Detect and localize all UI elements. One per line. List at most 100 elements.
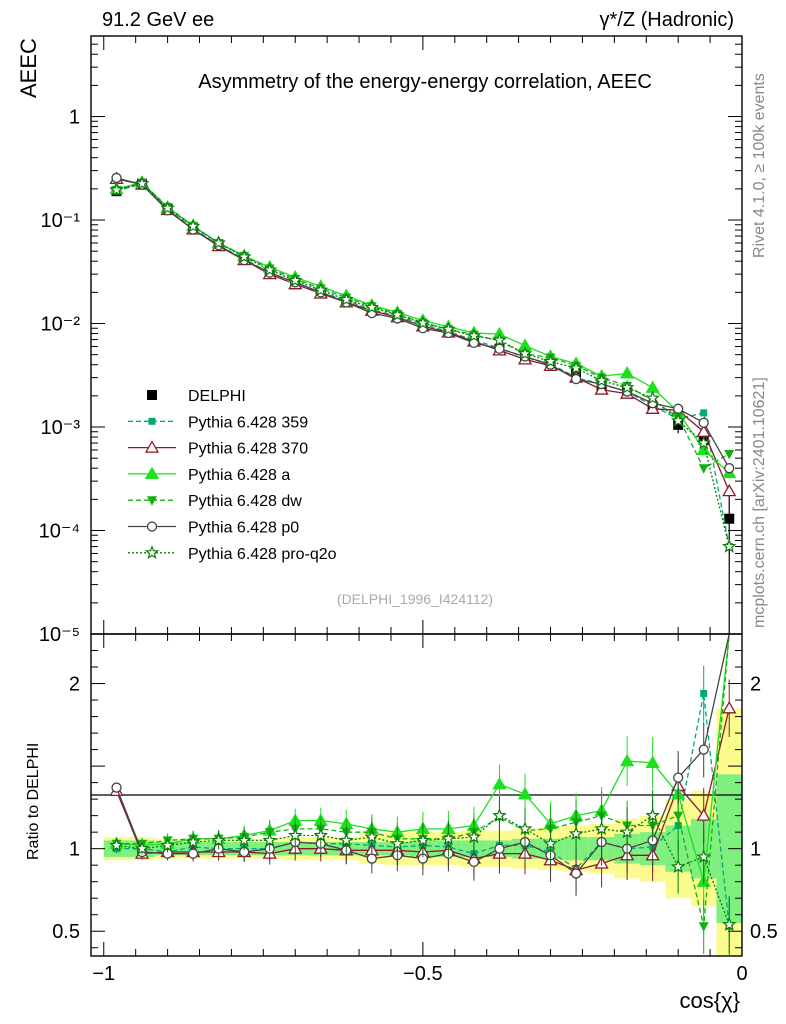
marker-pythia-6-428-p0 bbox=[494, 343, 505, 354]
marker-pythia-6-428-pro-q2o bbox=[262, 262, 277, 277]
watermark: (DELPHI_1996_I424112) bbox=[337, 591, 493, 607]
marker-pythia-6-428-pro-q2o bbox=[645, 390, 660, 405]
ratio-marker-pythia-6-428-pro-q2o bbox=[390, 836, 405, 850]
ratio-marker-pythia-6-428-pro-q2o bbox=[109, 837, 124, 852]
ratio-series-pythia-6-428-pro-q2o bbox=[109, 789, 737, 954]
x-tick-label: −1 bbox=[92, 963, 115, 985]
marker-pythia-6-428-pro-q2o bbox=[543, 353, 558, 368]
series-pythia-6-428-pro-q2o bbox=[109, 175, 737, 553]
marker-pythia-6-428-370 bbox=[722, 483, 737, 497]
legend-item-pythia-6-428-370: Pythia 6.428 370 bbox=[128, 440, 308, 458]
ratio-marker-pythia-6-428-a bbox=[645, 755, 660, 768]
ratio-y-tick-labels: 0.5 0.5 1 1 2 2 bbox=[52, 674, 778, 944]
chart-title: Asymmetry of the energy-energy correlati… bbox=[198, 71, 652, 93]
rivet-version-label: Rivet 4.1.0, ≥ 100k events bbox=[751, 73, 768, 258]
ratio-marker-pythia-6-428-pro-q2o bbox=[645, 807, 660, 822]
marker-pythia-6-428-pro-q2o bbox=[313, 282, 329, 297]
marker-pythia-6-428-p0 bbox=[724, 463, 735, 474]
ratio-marker-pythia-6-428-pro-q2o bbox=[619, 824, 635, 839]
ratio-series-pythia-6-428-359 bbox=[113, 665, 733, 956]
ratio-marker-pythia-6-428-370 bbox=[722, 700, 737, 714]
ratio-marker-pythia-6-428-p0 bbox=[366, 853, 377, 864]
legend-item-pythia-6-428-dw: Pythia 6.428 dw bbox=[128, 493, 302, 510]
ratio-marker-pythia-6-428-pro-q2o bbox=[594, 821, 609, 836]
legend-marker bbox=[144, 545, 160, 560]
ratio-marker-pythia-6-428-pro-q2o bbox=[211, 832, 226, 847]
legend-marker bbox=[147, 496, 157, 506]
main-ticks bbox=[91, 35, 743, 635]
legend-marker bbox=[144, 440, 160, 453]
y-tick-label: 10⁻² bbox=[41, 314, 81, 336]
ratio-marker-pythia-6-428-p0 bbox=[673, 772, 684, 783]
marker-pythia-6-428-359 bbox=[700, 409, 708, 417]
marker-pythia-6-428-pro-q2o bbox=[492, 332, 507, 347]
ratio-marker-pythia-6-428-p0 bbox=[187, 848, 199, 859]
ratio-marker-pythia-6-428-pro-q2o bbox=[364, 829, 380, 844]
marker-pythia-6-428-pro-q2o bbox=[415, 315, 431, 330]
ratio-marker-pythia-6-428-pro-q2o bbox=[721, 916, 737, 931]
marker-delphi bbox=[673, 419, 684, 430]
ratio-marker-pythia-6-428-dw bbox=[673, 811, 684, 822]
ratio-ticks bbox=[91, 634, 743, 956]
main-series bbox=[109, 171, 737, 634]
ratio-marker-pythia-6-428-p0 bbox=[570, 868, 582, 879]
ratio-marker-pythia-6-428-pro-q2o bbox=[287, 827, 303, 842]
marker-pythia-6-428-pro-q2o bbox=[160, 200, 175, 215]
marker-pythia-6-428-pro-q2o bbox=[594, 373, 609, 387]
marker-pythia-6-428-pro-q2o bbox=[109, 182, 124, 197]
legend-label: Pythia 6.428 dw bbox=[188, 493, 302, 510]
x-tick-labels: −1 −0.5 0 bbox=[92, 963, 747, 985]
ratio-series bbox=[109, 633, 737, 956]
marker-delphi bbox=[724, 513, 735, 524]
marker-pythia-6-428-pro-q2o bbox=[185, 218, 201, 233]
marker-pythia-6-428-a bbox=[696, 442, 711, 456]
marker-pythia-6-428-pro-q2o bbox=[134, 175, 150, 190]
legend-label: Pythia 6.428 p0 bbox=[188, 520, 299, 537]
x-tick-label: 0 bbox=[736, 963, 747, 985]
legend-marker bbox=[147, 390, 157, 400]
marker-pythia-6-428-p0 bbox=[698, 417, 709, 428]
legend-label: Pythia 6.428 370 bbox=[188, 441, 308, 458]
marker-pythia-6-428-pro-q2o bbox=[364, 299, 380, 314]
ratio-marker-pythia-6-428-pro-q2o bbox=[568, 826, 584, 841]
marker-pythia-6-428-pro-q2o bbox=[721, 538, 737, 553]
ratio-y-tick-label: 1 bbox=[69, 839, 80, 861]
ratio-y-tick-label-right: 2 bbox=[750, 674, 761, 696]
legend-item-pythia-6-428-359: Pythia 6.428 359 bbox=[128, 414, 308, 431]
marker-pythia-6-428-p0 bbox=[673, 403, 684, 414]
ratio-marker-pythia-6-428-a bbox=[619, 753, 635, 767]
legend-marker bbox=[148, 417, 156, 425]
ratio-series-pythia-6-428-dw bbox=[111, 633, 730, 955]
marker-pythia-6-428-p0 bbox=[570, 374, 582, 385]
legend-label: Pythia 6.428 pro-q2o bbox=[188, 546, 337, 563]
marker-pythia-6-428-dw bbox=[724, 449, 735, 460]
marker-pythia-6-428-pro-q2o bbox=[517, 346, 533, 360]
marker-pythia-6-428-a bbox=[645, 380, 660, 393]
ratio-plot-frame bbox=[90, 633, 743, 957]
ratio-marker-pythia-6-428-a bbox=[492, 776, 507, 790]
legend-item-pythia-6-428-pro-q2o: Pythia 6.428 pro-q2o bbox=[128, 545, 337, 563]
ratio-marker-pythia-6-428-p0 bbox=[468, 856, 480, 868]
marker-pythia-6-428-pro-q2o bbox=[236, 249, 252, 264]
ratio-marker-pythia-6-428-pro-q2o bbox=[236, 832, 252, 847]
ratio-marker-pythia-6-428-pro-q2o bbox=[160, 837, 175, 852]
energy-label: 91.2 GeV ee bbox=[102, 9, 214, 31]
ratio-marker-pythia-6-428-pro-q2o bbox=[339, 832, 354, 847]
ratio-line-pythia-6-428-dw bbox=[116, 633, 730, 927]
y-tick-label: 10⁻⁴ bbox=[39, 521, 80, 543]
ratio-panel: Ratio to DELPHI 0.5 0.5 1 1 2 2 −1 −0.5 0 cos{χ… bbox=[25, 633, 778, 1013]
ratio-y-tick-label: 2 bbox=[69, 674, 80, 696]
ratio-marker-pythia-6-428-p0 bbox=[494, 843, 505, 854]
marker-pythia-6-428-pro-q2o bbox=[287, 272, 303, 287]
legend-item-pythia-6-428-a: Pythia 6.428 a bbox=[128, 466, 290, 484]
ratio-marker-pythia-6-428-dw bbox=[698, 922, 709, 932]
y-tick-label: 10⁻³ bbox=[41, 417, 81, 439]
ratio-line-pythia-6-428-359 bbox=[116, 693, 730, 927]
y-tick-label: 1 bbox=[69, 107, 80, 129]
ratio-marker-pythia-6-428-pro-q2o bbox=[492, 807, 507, 822]
ratio-marker-pythia-6-428-pro-q2o bbox=[696, 849, 711, 864]
marker-pythia-6-428-pro-q2o bbox=[619, 380, 635, 394]
series-line-pythia-6-428-359 bbox=[116, 182, 730, 547]
legend-marker bbox=[146, 521, 158, 532]
